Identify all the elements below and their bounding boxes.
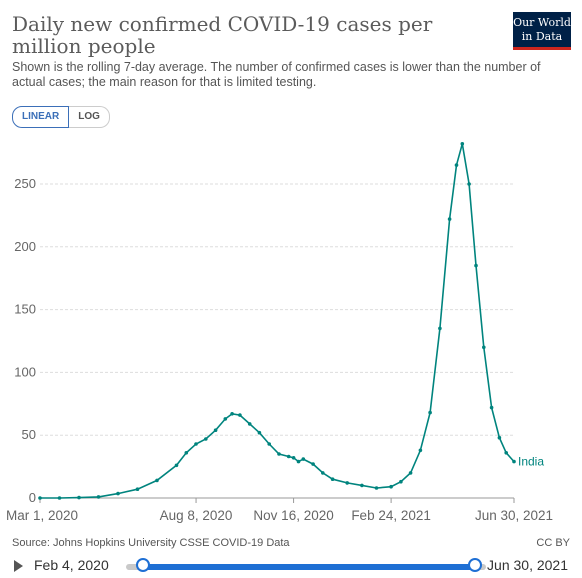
series-point [345, 481, 350, 485]
owid-logo[interactable]: Our World in Data [513, 12, 571, 50]
series-point [418, 448, 423, 453]
series-point [174, 463, 179, 468]
line-chart: 0 50 100 150 200 250 Mar 1, 2020 Aug 8, 2020 Nov… [6, 142, 553, 523]
logo-line-1: Our World [513, 16, 571, 29]
chart-title: Daily new confirmed COVID-19 cases per m… [12, 12, 433, 58]
timeline-start-handle[interactable] [136, 558, 150, 572]
log-scale-button[interactable]: LOG [69, 106, 110, 128]
source-note[interactable]: Source: Johns Hopkins University CSSE CO… [12, 537, 290, 549]
series-point [497, 435, 502, 440]
series-point [389, 484, 393, 489]
series-point [504, 451, 509, 455]
series-point [291, 456, 296, 460]
series-point [438, 326, 442, 331]
series-point [116, 491, 120, 496]
series-point [57, 496, 62, 500]
series-point [38, 496, 42, 500]
series-point [135, 487, 140, 492]
timeline-end-label: Jun 30, 2021 [487, 557, 568, 573]
series-point [301, 457, 306, 461]
x-tick-label: Feb 24, 2021 [351, 508, 431, 523]
series-point [238, 413, 242, 417]
series-point [267, 442, 272, 446]
x-tick-label: Mar 1, 2020 [6, 508, 78, 523]
y-tick-label: 100 [14, 364, 36, 379]
series-point [223, 417, 228, 421]
series-point [447, 217, 452, 221]
series-point [247, 422, 252, 426]
series-point [77, 495, 81, 500]
series-point [311, 462, 315, 466]
series-point [296, 459, 301, 464]
series-point [277, 452, 281, 456]
series-point [489, 405, 494, 410]
y-tick-label: 200 [14, 239, 36, 254]
timeline-start-label: Feb 4, 2020 [34, 557, 109, 573]
series-point [257, 430, 262, 435]
y-tick-label: 0 [29, 490, 36, 505]
series-point [512, 459, 516, 464]
scale-toggle: LINEAR LOG [12, 106, 110, 128]
series-label-india: India [518, 455, 544, 469]
series-point [204, 437, 208, 441]
timeline: Feb 4, 2020 Jun 30, 2021 [0, 554, 582, 578]
logo-line-2: in Data [521, 30, 563, 43]
y-tick-label: 150 [14, 302, 36, 317]
x-tick-label: Aug 8, 2020 [160, 508, 233, 523]
series-point [474, 263, 478, 268]
series-point [155, 478, 159, 483]
series-line-india [40, 143, 515, 499]
series-point [460, 142, 465, 146]
series-point [230, 412, 234, 416]
series-point [428, 410, 432, 415]
series-point [213, 428, 218, 433]
series-point [330, 477, 335, 482]
x-tick-label: Nov 16, 2020 [253, 508, 333, 523]
series-point [467, 182, 471, 186]
series-point [321, 471, 325, 475]
play-icon[interactable] [14, 560, 23, 572]
series-point [454, 163, 459, 167]
series-point [194, 442, 198, 446]
series-point [374, 486, 379, 490]
series-point [399, 479, 403, 484]
timeline-range [143, 564, 475, 570]
series-point [408, 471, 413, 475]
series-point [184, 451, 189, 455]
chart-subtitle: Shown is the rolling 7-day average. The … [12, 60, 541, 89]
timeline-end-handle[interactable] [468, 558, 482, 572]
linear-scale-button[interactable]: LINEAR [12, 106, 70, 128]
y-tick-label: 250 [14, 176, 36, 191]
license-link[interactable]: CC BY [536, 537, 570, 549]
x-tick-label: Jun 30, 2021 [475, 508, 553, 523]
y-tick-label: 50 [22, 427, 36, 442]
series-point [286, 454, 291, 459]
series-point [482, 345, 486, 350]
series-point [96, 495, 101, 499]
series-point [360, 483, 364, 488]
